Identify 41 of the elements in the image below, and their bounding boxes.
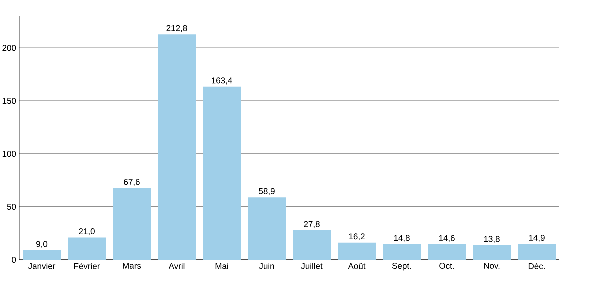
data-label: 16,2 bbox=[349, 234, 365, 241]
data-label: 9,0 bbox=[36, 241, 48, 248]
bar bbox=[113, 188, 151, 260]
bar bbox=[473, 245, 512, 260]
bar bbox=[158, 34, 196, 260]
x-tick-label: Déc. bbox=[528, 263, 545, 270]
data-label: 67,6 bbox=[124, 179, 140, 186]
x-tick-label: Mars bbox=[123, 263, 142, 269]
y-tick-label: 200 bbox=[2, 45, 16, 52]
y-tick-label: 100 bbox=[2, 151, 16, 158]
bar bbox=[203, 86, 242, 260]
bar bbox=[338, 242, 376, 260]
x-tick-label: Juillet bbox=[301, 263, 323, 270]
data-label: 13,8 bbox=[484, 236, 500, 244]
x-tick-label: Janvier bbox=[28, 263, 56, 270]
data-label: 27,8 bbox=[304, 221, 320, 228]
data-label: 14,8 bbox=[394, 235, 410, 242]
x-tick-label: Sept. bbox=[392, 263, 412, 271]
x-tick-label: Août bbox=[348, 263, 366, 270]
data-label: 14,6 bbox=[439, 235, 455, 242]
bar bbox=[293, 230, 332, 260]
bar bbox=[428, 244, 466, 260]
bar bbox=[23, 250, 61, 260]
data-label: 212,8 bbox=[166, 25, 188, 32]
x-tick-label: Mai bbox=[216, 263, 228, 270]
x-tick-label: Février bbox=[74, 263, 100, 270]
y-tick-label: 150 bbox=[2, 98, 16, 104]
x-tick-label: Oct. bbox=[440, 263, 454, 270]
bar bbox=[383, 244, 422, 260]
x-tick-label: Avril bbox=[168, 263, 185, 270]
bar bbox=[248, 198, 286, 260]
x-tick-label: Nov. bbox=[484, 263, 500, 269]
bar bbox=[518, 244, 556, 260]
data-label: 58,9 bbox=[259, 188, 275, 196]
y-tick-label: 0 bbox=[12, 256, 16, 264]
data-label: 163,4 bbox=[212, 78, 232, 85]
bar bbox=[68, 238, 106, 260]
y-tick-label: 50 bbox=[7, 204, 16, 210]
data-label: 21,0 bbox=[79, 228, 95, 236]
x-tick-label: Juin bbox=[259, 263, 274, 270]
data-label: 14,9 bbox=[529, 234, 545, 242]
